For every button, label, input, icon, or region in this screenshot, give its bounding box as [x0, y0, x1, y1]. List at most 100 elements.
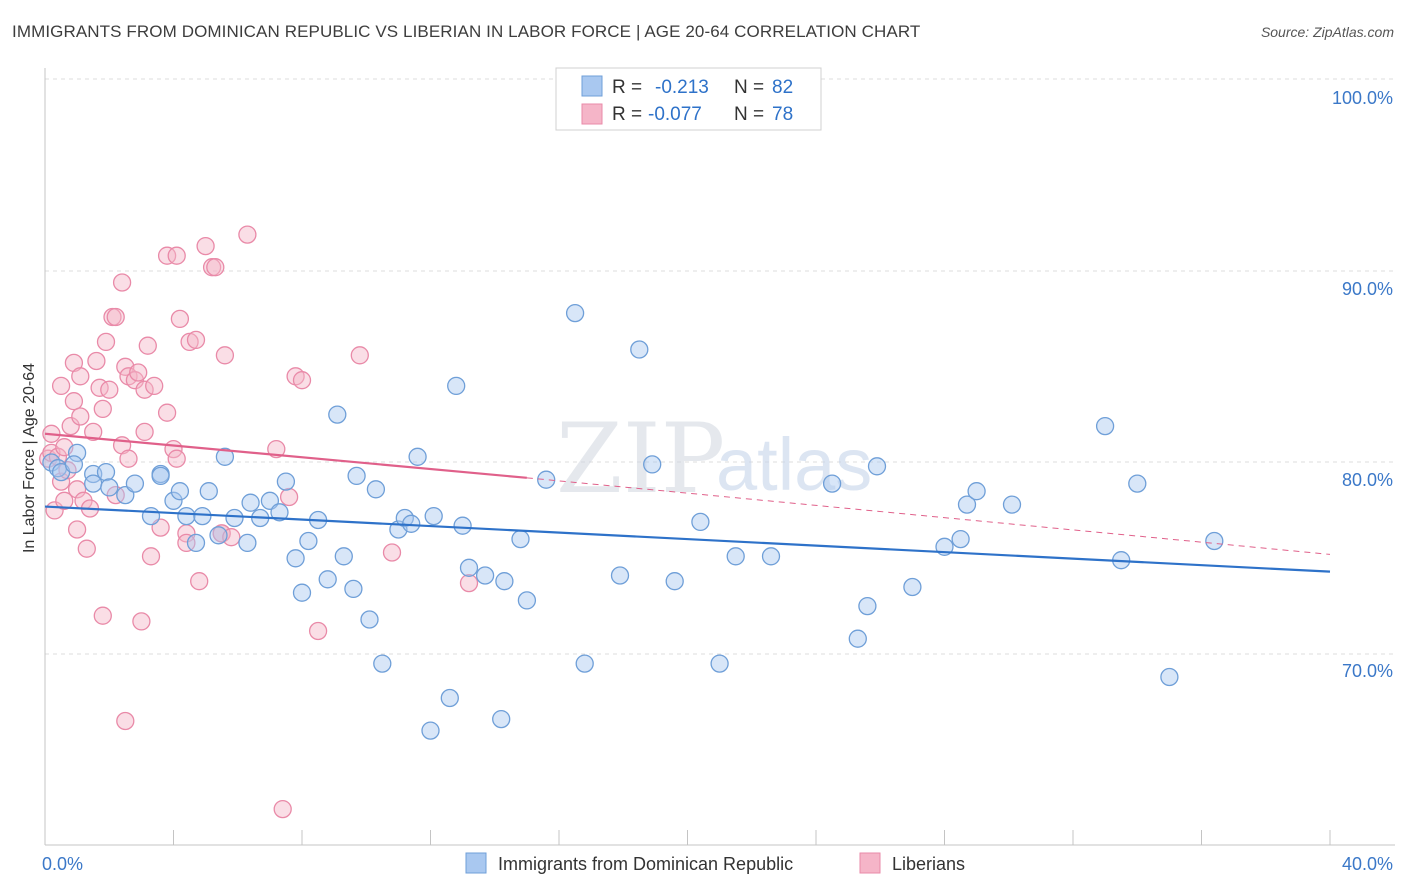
dominican-point: [209, 526, 228, 545]
dominican-point: [848, 629, 867, 648]
dominican-point: [957, 495, 977, 514]
dominican-point: [276, 472, 296, 491]
dominican-point: [170, 482, 190, 501]
dominican-point: [440, 688, 459, 708]
source-label: Source: ZipAtlas.com: [1260, 24, 1394, 40]
dominican-point: [575, 654, 594, 673]
dominican-point: [610, 566, 630, 585]
trend-lines: [44, 432, 1331, 573]
liberian-point: [279, 487, 299, 507]
liberian-point: [64, 392, 84, 411]
dominican-point: [67, 443, 87, 463]
dominican-point: [366, 480, 386, 499]
dominican-point: [822, 474, 842, 493]
bottom-legend-swatch-pink: [859, 852, 881, 874]
liberian-point: [186, 330, 206, 350]
dominican-point: [241, 493, 260, 512]
bottom-legend-label-blue: Immigrants from Dominican Republic: [498, 854, 793, 874]
dominican-point: [492, 709, 511, 729]
dominican-point: [141, 506, 161, 526]
liberian-point: [177, 533, 196, 553]
liberian-point: [206, 258, 225, 277]
dominican-point: [475, 566, 495, 585]
legend-n-value-blue: 82: [772, 77, 793, 98]
liberian-point: [67, 480, 87, 499]
y-tick-labels: 100.0% 90.0% 80.0% 70.0%: [1332, 88, 1393, 681]
liberian-point: [100, 380, 119, 399]
liberian-point: [308, 621, 328, 641]
dominican-point: [424, 506, 443, 526]
dominican-point: [967, 482, 986, 501]
liberian-point: [93, 399, 112, 419]
legend-r-label-blue: R =: [612, 77, 642, 98]
legend-swatch-pink: [581, 103, 603, 125]
x-tick-labels: 0.0% 40.0%: [42, 854, 1393, 874]
dominican-point: [177, 506, 196, 526]
liberian-point: [132, 612, 151, 631]
series-legend: Immigrants from Dominican Republic Liber…: [465, 852, 965, 874]
dominican-point: [517, 591, 537, 610]
y-axis-title: In Labor Force | Age 20-64: [21, 363, 38, 553]
liberian-point: [61, 416, 80, 436]
liberian-point: [96, 332, 116, 352]
dominican-point: [453, 516, 472, 535]
y-tick-label-70: 70.0%: [1342, 661, 1393, 681]
dominican-point: [96, 462, 116, 482]
liberians-points: [39, 225, 479, 819]
liberian-point: [157, 246, 177, 265]
liberian-point: [87, 351, 106, 371]
legend-n-label-blue: N =: [734, 77, 764, 98]
liberian-point: [135, 422, 154, 442]
legend-r-label-pink: R =: [612, 104, 642, 125]
legend-r-value-blue: -0.213: [655, 77, 709, 98]
liberian-trend-line: [44, 432, 527, 479]
dominican-point: [199, 482, 218, 501]
dominican-point: [630, 340, 649, 359]
dominican-point: [334, 547, 353, 566]
dominican-point: [511, 529, 530, 549]
liberian-point: [55, 491, 74, 510]
dominican-point: [858, 596, 877, 616]
dominican-point: [344, 579, 363, 599]
legend-n-label-pink: N =: [734, 104, 764, 125]
watermark-zip: ZIP: [556, 403, 725, 515]
watermark-atlas: atlas: [716, 423, 872, 506]
dominican-point: [1095, 416, 1115, 436]
dominican-point: [565, 303, 585, 323]
dominican-point: [186, 533, 206, 553]
liberian-point: [167, 246, 186, 265]
liberian-point: [51, 472, 71, 491]
liberian-point: [459, 573, 479, 593]
dominican-point: [447, 376, 466, 396]
dominican-point: [360, 610, 379, 629]
liberian-point: [382, 543, 402, 562]
dominican-point: [1002, 495, 1022, 514]
dominican-point: [867, 457, 887, 476]
liberian-point: [84, 422, 103, 442]
liberian-point: [238, 225, 257, 244]
correlation-legend: R = -0.213 N = 82 R = -0.077 N = 78: [555, 67, 822, 131]
dominican-point: [164, 491, 183, 510]
liberian-point: [190, 572, 209, 591]
liberian-point: [196, 236, 215, 256]
liberian-point: [67, 520, 87, 539]
legend-swatch-blue: [581, 75, 603, 97]
dominican-point: [903, 577, 922, 597]
dominican-point: [347, 466, 366, 486]
liberian-point: [167, 449, 186, 468]
dominican-point: [328, 405, 347, 424]
dominican-trend-line: [44, 505, 1331, 573]
dominican-point: [1160, 667, 1179, 687]
dominican-point: [225, 508, 244, 528]
liberian-point: [93, 606, 112, 625]
dominican-point: [495, 572, 514, 591]
liberian-point: [170, 309, 190, 329]
liberian-point: [77, 539, 96, 558]
liberian-point: [157, 403, 177, 422]
liberian-point: [116, 711, 135, 731]
liberian-point: [119, 449, 138, 468]
liberian-point: [135, 380, 154, 399]
dominican-point: [84, 474, 103, 493]
x-tick-label-max: 40.0%: [1342, 854, 1393, 874]
